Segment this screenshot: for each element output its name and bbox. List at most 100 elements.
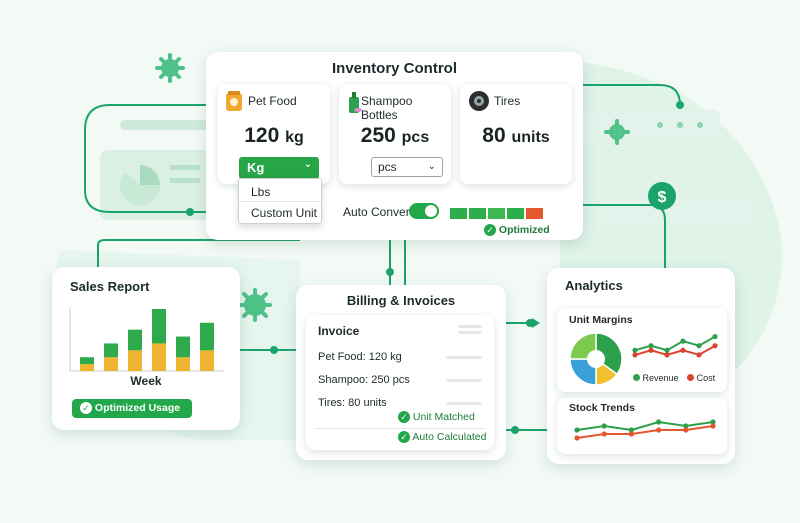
billing-panel: Billing & Invoices Invoice Pet Food: 120… <box>296 285 506 460</box>
stock-trends-line-chart <box>574 419 716 441</box>
data-point <box>664 347 670 353</box>
unit-dropdown-shampoo[interactable]: pcs ⌄ <box>371 157 443 177</box>
data-point <box>601 423 607 429</box>
invoice-line: Pet Food: 120 kg <box>318 351 402 363</box>
level-segment <box>507 208 524 219</box>
item-name: Pet Food <box>248 94 297 108</box>
analytics-panel: Analytics Unit Margins Revenue Cost Stoc… <box>547 268 735 464</box>
invoice-card: Invoice Pet Food: 120 kg Shampoo: 250 pc… <box>306 315 494 450</box>
auto-convert-label: Auto Convert <box>343 205 414 219</box>
data-point <box>648 343 654 349</box>
stock-trends-card: Stock Trends <box>557 398 727 454</box>
pie-slice <box>569 358 597 386</box>
unit-margins-pie <box>569 332 623 386</box>
legend: Revenue Cost <box>633 373 715 383</box>
data-point <box>696 343 702 349</box>
data-point <box>656 419 662 425</box>
dropdown-option[interactable]: Lbs <box>251 185 271 199</box>
optimized-text: Optimized <box>498 224 550 236</box>
data-point <box>683 423 689 429</box>
item-card-tires[interactable]: Tires 80 units <box>460 84 572 184</box>
optimized-usage-label: Optimized Usage <box>94 402 181 414</box>
bar-segment <box>176 357 190 371</box>
sales-report-title: Sales Report <box>70 279 150 294</box>
checkmark-icon: ✓ <box>80 402 92 415</box>
bar-segment <box>200 350 214 371</box>
unit-margins-line-chart <box>632 333 718 358</box>
billing-title: Billing & Invoices <box>346 293 456 308</box>
level-segment <box>450 208 467 219</box>
sales-bar-chart <box>69 307 224 372</box>
pie-hole <box>587 350 605 368</box>
item-quantity: 250 pcs <box>360 124 430 147</box>
item-quantity: 80 units <box>482 124 550 147</box>
checkmark-icon: ✓ <box>484 224 496 237</box>
bar-segment <box>104 343 118 358</box>
data-point <box>632 352 638 358</box>
legend-revenue: Revenue <box>642 373 679 383</box>
series-line <box>576 425 714 439</box>
legend-cost: Cost <box>696 373 716 383</box>
status-auto-calculated: ✓ Auto Calculated <box>398 431 486 444</box>
dollar-icon <box>648 182 676 210</box>
item-name: Shampoo Bottles <box>361 94 413 122</box>
data-point <box>656 427 662 433</box>
invoice-line: Shampoo: 250 pcs <box>318 374 410 386</box>
checkmark-icon: ✓ <box>398 431 410 444</box>
bar-segment <box>128 350 142 371</box>
data-point <box>574 435 580 441</box>
data-point <box>680 347 686 353</box>
level-indicator <box>450 206 543 224</box>
data-point <box>710 423 716 429</box>
data-point <box>712 343 718 349</box>
bar-segment <box>128 329 142 351</box>
invoice-line: Tires: 80 units <box>318 397 387 409</box>
dropdown-option[interactable]: Custom Unit <box>251 206 318 220</box>
data-point <box>664 352 670 358</box>
data-point <box>696 352 702 358</box>
item-quantity: 120 kg <box>244 124 304 147</box>
inventory-title: Inventory Control <box>331 60 457 77</box>
unit-dropdown-pet-food[interactable]: Kg ⌄ <box>239 157 319 179</box>
unit-margins-title: Unit Margins <box>569 314 633 326</box>
status-unit-matched: ✓ Unit Matched <box>398 411 475 424</box>
chevron-down-icon: ⌄ <box>303 159 312 170</box>
data-point <box>712 333 718 340</box>
optimized-usage-button[interactable]: ✓ Optimized Usage <box>72 399 192 418</box>
shampoo-bottle-icon <box>349 92 362 113</box>
data-point <box>628 431 634 437</box>
analytics-title: Analytics <box>565 278 623 293</box>
data-point <box>628 427 634 433</box>
data-point <box>680 338 686 344</box>
level-segment <box>469 208 486 219</box>
bar-segment <box>80 364 94 371</box>
data-point <box>632 347 638 353</box>
inventory-control-panel: Inventory Control Pet Food 120 kg Shampo… <box>206 52 583 240</box>
bar-segment <box>80 357 94 365</box>
data-point <box>710 419 716 425</box>
bar-segment <box>152 343 166 371</box>
level-segment <box>526 208 543 219</box>
invoice-title: Invoice <box>318 324 360 338</box>
dropdown-selected-value: Kg <box>247 160 265 175</box>
bar-segment <box>104 357 118 371</box>
series-line <box>634 335 716 352</box>
auto-convert-toggle[interactable] <box>409 203 439 219</box>
pet-food-bag-icon <box>226 91 242 111</box>
item-name: Tires <box>494 94 521 108</box>
pie-slice <box>569 332 597 360</box>
checkmark-icon: ✓ <box>398 411 410 424</box>
stock-trends-title: Stock Trends <box>569 402 635 414</box>
data-point <box>683 427 689 433</box>
level-segment <box>488 208 505 219</box>
dropdown-selected-value: pcs <box>378 160 397 174</box>
tire-icon <box>469 91 489 111</box>
data-point <box>601 431 607 437</box>
series-line <box>634 344 716 356</box>
svg-text:$: $ <box>658 189 667 206</box>
pie-slice <box>595 332 623 376</box>
series-line <box>576 420 714 432</box>
chevron-down-icon: ⌄ <box>427 161 436 172</box>
bar-segment <box>152 309 166 344</box>
data-point <box>648 347 654 353</box>
